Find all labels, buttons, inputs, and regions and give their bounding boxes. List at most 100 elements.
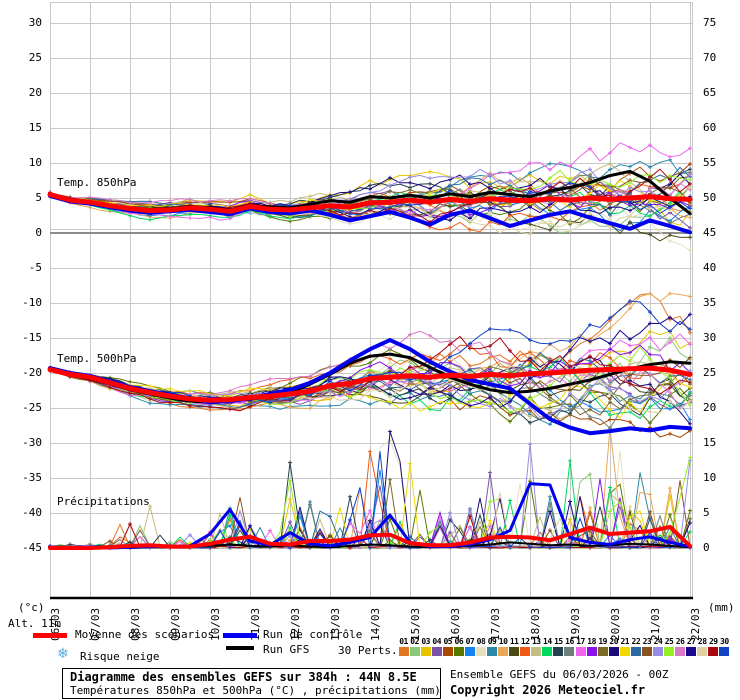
y-axis-tick-right: 60: [703, 121, 717, 134]
pert-swatch: [630, 647, 641, 656]
y-axis-tick-right: 15: [703, 436, 717, 449]
y-axis-tick-left: -25: [22, 401, 42, 414]
title-box: Diagramme des ensembles GEFS sur 384h : …: [62, 668, 441, 699]
pert-swatch: [675, 647, 686, 656]
pert-number: 17: [576, 637, 585, 646]
pert-cell: 10: [498, 638, 509, 656]
pert-swatch: [498, 647, 509, 656]
pert-number: 03: [421, 637, 430, 646]
pert-swatch: [520, 647, 531, 656]
y-axis-tick-left: -30: [22, 436, 42, 449]
pert-swatch: [586, 647, 597, 656]
pert-number: 26: [675, 637, 685, 646]
y-axis-tick-right: 70: [703, 51, 717, 64]
legend-perts-label: 30 Perts.: [338, 644, 398, 657]
mean-line-swatch: [33, 633, 67, 638]
pert-cell: 19: [597, 638, 608, 656]
y-axis-tick-left: 5: [35, 191, 42, 204]
pert-number: 23: [642, 637, 652, 646]
pert-swatch: [442, 647, 453, 656]
pert-cell: 21: [619, 638, 630, 656]
pert-number: 16: [565, 637, 574, 646]
y-axis-tick-left: 25: [28, 51, 42, 64]
y-axis-tick-left: 10: [28, 156, 42, 169]
pert-swatch: [531, 647, 542, 656]
pert-cell: 13: [531, 638, 542, 656]
pert-number: 09: [487, 637, 497, 646]
pert-swatch: [719, 647, 730, 656]
pert-number: 19: [598, 637, 607, 646]
pert-number: 11: [509, 637, 519, 646]
right-axis-unit-label: (mm): [708, 601, 735, 614]
y-axis-tick-right: 65: [703, 86, 717, 99]
x-axis-date-label: 14/03: [369, 607, 382, 641]
y-axis-tick-left: 0: [35, 226, 42, 239]
pert-number: 21: [620, 637, 630, 646]
panel-label-temp500: Temp. 500hPa: [57, 352, 137, 365]
y-axis-tick-left: 15: [28, 121, 42, 134]
pert-cell: 25: [664, 638, 675, 656]
pert-cell: 06: [453, 638, 464, 656]
pert-number: 28: [697, 637, 707, 646]
pert-cell: 20: [608, 638, 619, 656]
pert-number: 08: [476, 637, 486, 646]
altitude-label: Alt. 11m: [8, 617, 61, 630]
pert-swatch: [597, 647, 608, 656]
pert-number: 14: [543, 637, 552, 646]
pert-number: 24: [653, 637, 663, 646]
y-axis-tick-right: 20: [703, 401, 717, 414]
pert-swatch: [509, 647, 520, 656]
pert-cell: 29: [708, 638, 719, 656]
pert-number: 29: [708, 637, 718, 646]
copyright: Copyright 2026 Meteociel.fr: [450, 683, 646, 697]
y-axis-tick-right: 30: [703, 331, 717, 344]
y-axis-tick-right: 0: [703, 541, 710, 554]
pert-number: 25: [664, 637, 674, 646]
pert-number: 27: [686, 637, 696, 646]
pert-cell: 30: [719, 638, 730, 656]
pert-cell: 16: [564, 638, 575, 656]
legend-gfs-label: Run GFS: [263, 643, 310, 656]
pert-number: 01: [399, 637, 408, 646]
pert-swatch: [542, 647, 553, 656]
pert-number: 30: [720, 637, 729, 646]
pert-cell: 24: [652, 638, 663, 656]
panel-label-precip: Précipitations: [57, 495, 150, 508]
pert-cell: 18: [586, 638, 597, 656]
pert-number: 07: [465, 637, 475, 646]
pert-cell: 22: [630, 638, 641, 656]
legend-control-label: Run de contrôle: [263, 628, 363, 641]
diagram-title: Diagramme des ensembles GEFS sur 384h : …: [70, 670, 417, 684]
pert-swatch: [708, 647, 719, 656]
pert-cell: 23: [641, 638, 652, 656]
pert-cell: 08: [475, 638, 486, 656]
pert-number: 12: [520, 637, 530, 646]
pert-swatch: [420, 647, 431, 656]
pert-number: 10: [498, 637, 508, 646]
y-axis-tick-left: -10: [22, 296, 42, 309]
y-axis-tick-left: 20: [28, 86, 42, 99]
gfs-line-swatch: [226, 646, 254, 650]
pert-number: 13: [531, 637, 541, 646]
pert-cell: 03: [420, 638, 431, 656]
y-axis-tick-right: 25: [703, 366, 717, 379]
pert-swatch: [475, 647, 486, 656]
pert-number: 04: [432, 637, 442, 646]
pert-cell: 27: [686, 638, 697, 656]
pert-cell: 17: [575, 638, 586, 656]
pert-cell: 02: [409, 638, 420, 656]
pert-swatch: [664, 647, 675, 656]
pert-swatch: [464, 647, 475, 656]
pert-cell: 28: [697, 638, 708, 656]
run-info: Ensemble GEFS du 06/03/2026 - 00Z: [450, 668, 669, 681]
control-line-swatch: [223, 633, 257, 638]
pert-swatch: [487, 647, 498, 656]
pert-number: 18: [587, 637, 596, 646]
y-axis-tick-right: 5: [703, 506, 710, 519]
y-axis-tick-left: -40: [22, 506, 42, 519]
y-axis-tick-left: -15: [22, 331, 42, 344]
pert-cell: 12: [520, 638, 531, 656]
pert-swatch: [398, 647, 409, 656]
pert-cell: 07: [464, 638, 475, 656]
